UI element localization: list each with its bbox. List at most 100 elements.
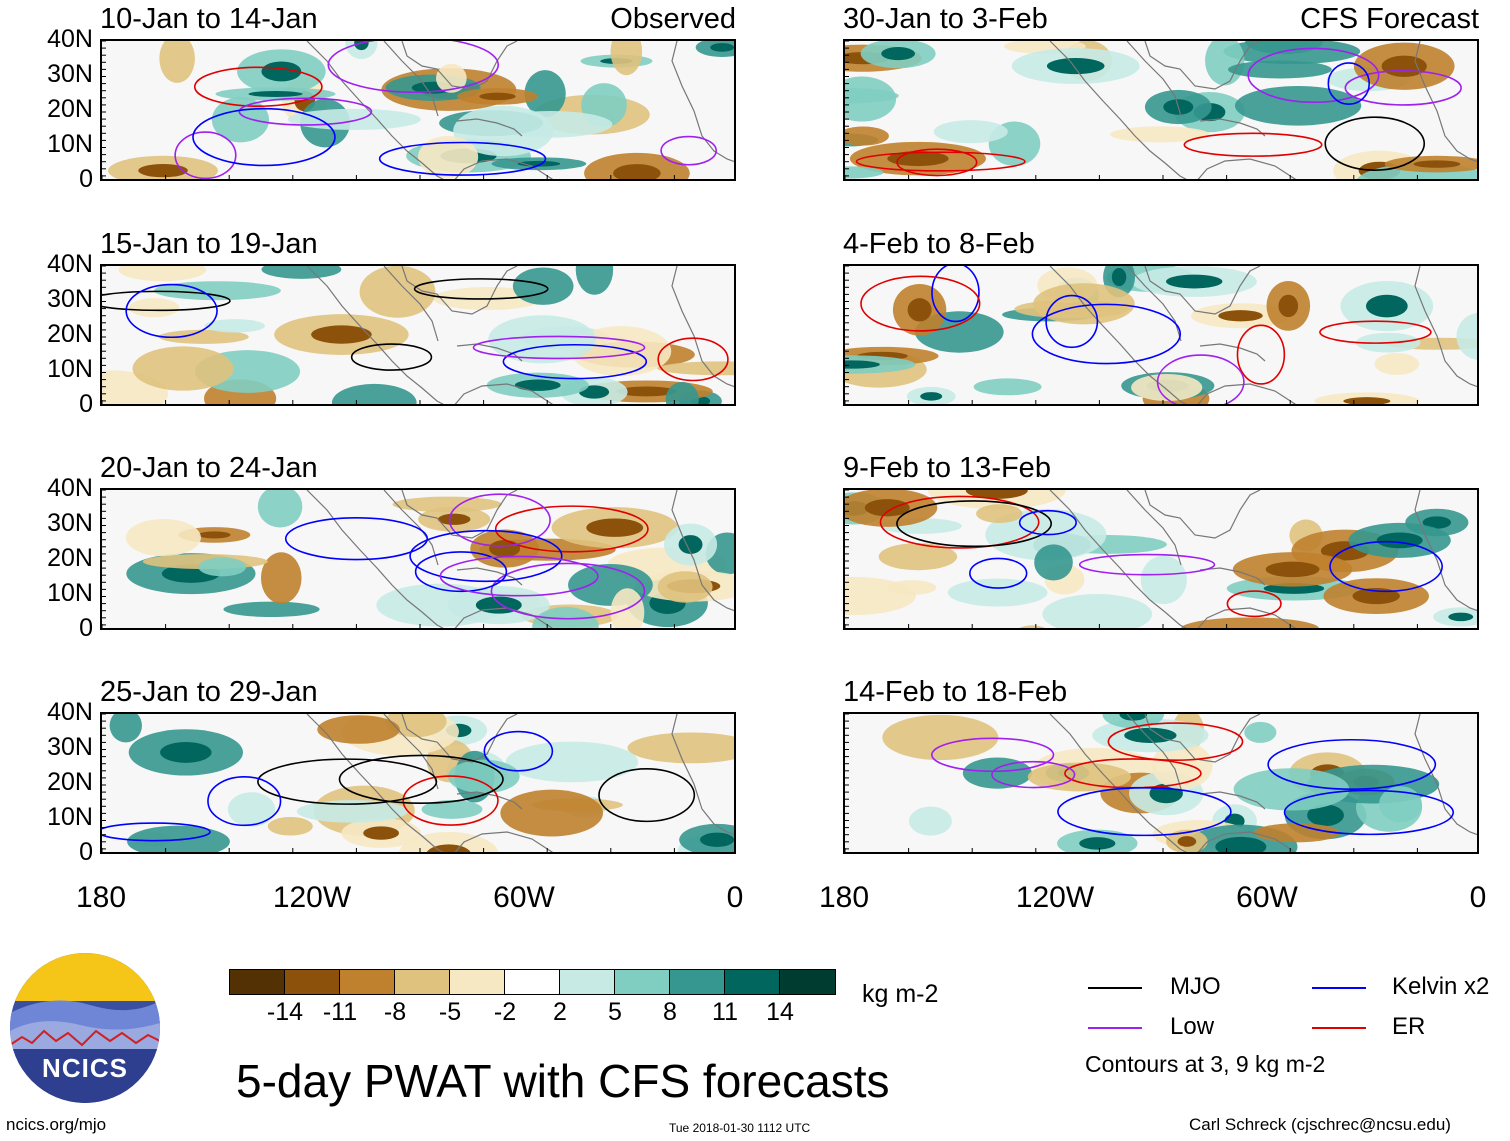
colorbar-swatch — [340, 970, 395, 994]
wave-contour — [350, 343, 433, 371]
moist-anomaly-blob — [1205, 41, 1245, 86]
anomaly-core — [845, 360, 880, 369]
coastline — [1049, 490, 1187, 628]
dry-anomaly-blob — [882, 714, 999, 761]
dry-anomaly-blob — [436, 63, 467, 93]
wave-contour — [439, 555, 599, 597]
moist-anomaly-blob — [1234, 85, 1362, 126]
panel-title: 9-Feb to 13-Feb — [843, 452, 1051, 484]
moist-anomaly-blob — [198, 557, 247, 577]
contour-note: Contours at 3, 9 kg m-2 — [1085, 1051, 1326, 1077]
moist-anomaly-blob — [1244, 721, 1277, 743]
moist-anomaly-blob — [962, 757, 1032, 789]
panel-tag-forecast: CFS Forecast — [1300, 3, 1479, 35]
dry-anomaly-blob — [610, 41, 643, 76]
wave-contour — [490, 562, 646, 620]
dry-anomaly-blob — [1181, 617, 1320, 628]
x-tick-label: 0 — [1469, 881, 1487, 914]
wave-contour — [483, 730, 554, 772]
map-field — [845, 490, 1477, 630]
coastline — [454, 158, 553, 179]
anomaly-core — [907, 298, 932, 322]
panel-title: 14-Feb to 18-Feb — [843, 676, 1068, 708]
footer-link[interactable]: ncics.org/mjo — [6, 1115, 107, 1134]
wave-contour — [338, 754, 504, 804]
y-tick-label: 40N — [47, 698, 93, 726]
moist-anomaly-blob — [1140, 555, 1187, 605]
anomaly-core — [864, 499, 910, 517]
anomaly-core — [248, 91, 303, 98]
moist-anomaly-blob — [845, 76, 897, 122]
coastline — [1126, 41, 1182, 117]
wave-contour — [402, 775, 499, 826]
legend-line-kelvin — [1312, 987, 1366, 989]
dry-anomaly-blob — [1019, 625, 1046, 628]
anomaly-core — [160, 741, 212, 763]
anomaly-core — [1278, 294, 1299, 318]
dry-anomaly-blob — [1110, 126, 1210, 143]
anomaly-core — [1025, 629, 1039, 630]
y-tick-label: 40N — [47, 25, 93, 53]
wave-contour — [1078, 553, 1216, 576]
dry-anomaly-blob — [657, 361, 734, 376]
y-tick-label: 20N — [47, 95, 93, 123]
coastline — [1199, 791, 1266, 810]
moist-anomaly-blob — [261, 266, 342, 279]
dry-anomaly-blob — [845, 126, 889, 146]
coastline — [671, 714, 734, 836]
coastline — [454, 831, 553, 852]
anomaly-core — [514, 379, 561, 391]
colorbar-label: -11 — [322, 998, 358, 1026]
colorbar-label: -14 — [266, 998, 304, 1026]
wave-contour — [409, 529, 563, 583]
colorbar-label: 2 — [553, 998, 567, 1026]
panel-title: 30-Jan to 3-Feb — [843, 3, 1048, 35]
coastline — [401, 714, 518, 763]
moist-anomaly-blob — [127, 825, 230, 852]
wave-contour — [1247, 47, 1380, 104]
wave-contour — [257, 758, 438, 805]
moist-anomaly-blob — [845, 166, 884, 179]
wave-contour — [413, 278, 549, 300]
anomaly-core — [1343, 397, 1391, 404]
map-field — [102, 266, 734, 404]
coastline — [1414, 266, 1477, 388]
anomaly-core — [138, 163, 188, 178]
dry-anomaly-blob — [125, 518, 201, 557]
anomaly-core — [678, 535, 703, 555]
moist-anomaly-blob — [257, 490, 303, 528]
colorbar-swatch — [505, 970, 560, 994]
wave-contour — [1319, 320, 1432, 344]
dry-anomaly-blob — [627, 732, 734, 764]
y-tick-label: 30N — [47, 285, 93, 313]
moist-anomaly-blob — [524, 70, 566, 118]
colorbar-label: -5 — [438, 998, 462, 1026]
map-field — [845, 266, 1477, 404]
wave-contour — [1031, 303, 1182, 365]
wave-contour — [660, 135, 717, 166]
panel-left-2 — [100, 264, 736, 406]
panel-title: 10-Jan to 14-Jan — [100, 3, 318, 35]
coastline — [1049, 41, 1187, 179]
anomaly-core — [1307, 804, 1344, 827]
moist-anomaly-blob — [421, 799, 483, 819]
y-tick-label: 20N — [47, 544, 93, 572]
wave-contour — [896, 500, 1053, 548]
wave-contour — [1156, 354, 1245, 404]
moist-anomaly-blob — [287, 108, 421, 131]
anomaly-core — [311, 325, 372, 344]
wave-contour — [1057, 787, 1232, 837]
anomaly-core — [710, 43, 734, 52]
legend-label-kelvin: Kelvin x2 — [1392, 973, 1490, 1000]
y-tick-label: 40N — [47, 474, 93, 502]
anomaly-core — [261, 61, 302, 82]
coastline — [306, 41, 444, 179]
moist-anomaly-blob — [1378, 786, 1422, 823]
panel-title: 15-Jan to 19-Jan — [100, 228, 318, 260]
coastline — [1126, 266, 1182, 342]
wave-contour — [284, 516, 429, 561]
dry-anomaly-blob — [1131, 373, 1203, 401]
coastline — [1144, 490, 1261, 539]
colorbar-swatch — [450, 970, 505, 994]
coastline — [1126, 714, 1182, 790]
